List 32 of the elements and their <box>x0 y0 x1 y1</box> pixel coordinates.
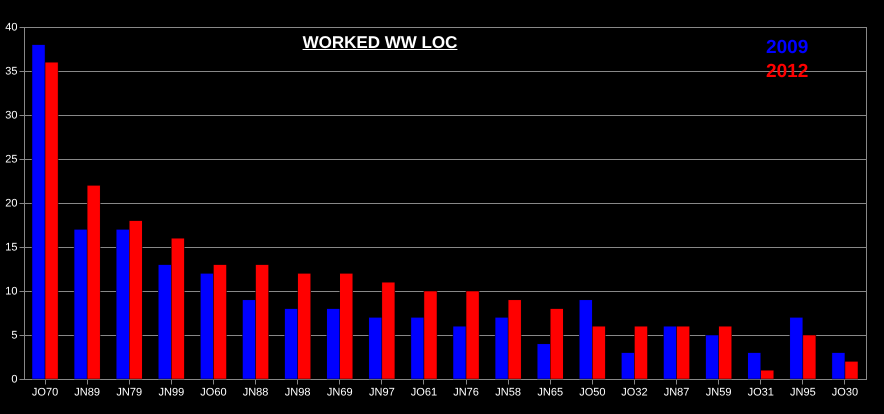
text: 2009 <box>766 37 808 58</box>
y-tick-label: 20 <box>5 198 18 210</box>
y-tick-label: 25 <box>5 154 18 166</box>
y-tick-label: 10 <box>5 286 18 298</box>
y-tick-label: 40 <box>5 22 18 34</box>
x-tick-label: JN69 <box>326 386 353 398</box>
x-tick-label: JN59 <box>706 386 732 398</box>
y-tick-label: 15 <box>5 242 18 254</box>
x-tick-label: JN88 <box>242 386 268 398</box>
x-tick-label: JO30 <box>832 386 858 398</box>
chart-title: WORKED WW LOC <box>302 33 458 53</box>
x-tick-label: JN87 <box>664 386 690 398</box>
x-tick-label: JN58 <box>495 386 521 398</box>
text: 2012 <box>766 61 808 82</box>
y-tick-label: 0 <box>11 374 18 386</box>
x-tick-label: JN89 <box>74 386 100 398</box>
x-tick-label: JN79 <box>116 386 142 398</box>
x-tick-label: JN99 <box>158 386 184 398</box>
y-tick-label: 5 <box>11 330 18 342</box>
x-tick-label: JO70 <box>32 386 58 398</box>
x-tick-label: JO61 <box>410 386 438 398</box>
x-tick-label: JO60 <box>200 386 227 398</box>
x-tick-label: JO31 <box>748 386 774 398</box>
x-tick-label: JN98 <box>284 386 310 398</box>
x-tick-label: JO32 <box>621 386 648 398</box>
x-tick-label: JN97 <box>369 386 395 398</box>
y-tick-label: 35 <box>5 66 18 78</box>
x-tick-label: JN65 <box>537 386 564 398</box>
x-tick-label: JO50 <box>579 386 606 398</box>
x-tick-label: JN95 <box>790 386 816 398</box>
y-tick-label: 30 <box>5 110 18 122</box>
x-tick-label: JN76 <box>453 386 479 398</box>
